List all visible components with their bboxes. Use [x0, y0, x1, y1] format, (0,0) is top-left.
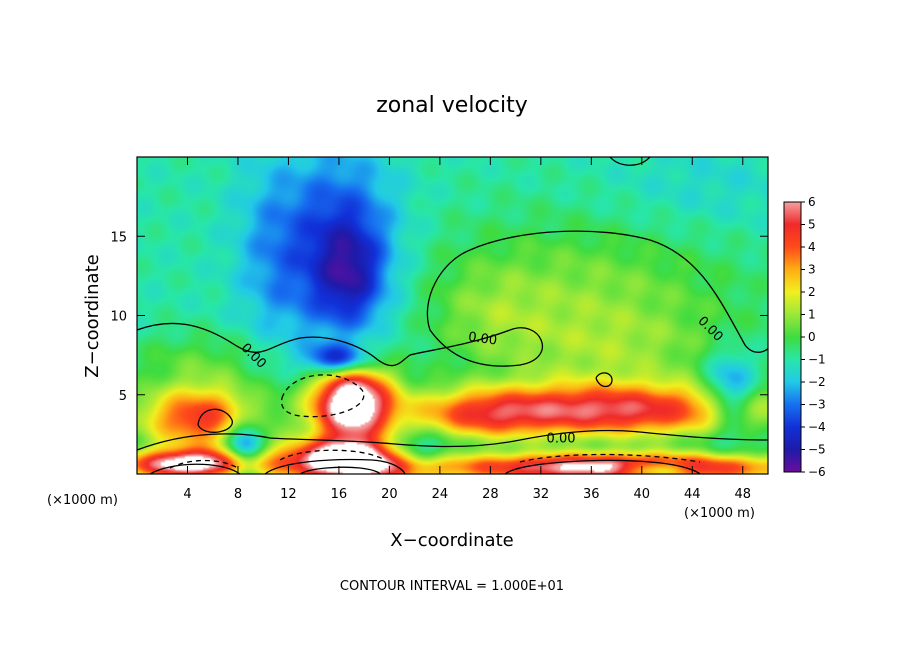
y-axis-label: Z−coordinate [82, 254, 103, 377]
dashed-contour-a [280, 374, 365, 418]
colorbar-tick-label: 3 [808, 263, 816, 277]
contour-bottom-cell-b [299, 466, 381, 474]
colorbar-tick-label: 5 [808, 218, 816, 232]
x-tick-label: 20 [381, 487, 398, 502]
zero-contour-lower [137, 429, 768, 451]
x-unit-right: (×1000 m) [684, 506, 755, 521]
contour-bottom-cell-d [149, 463, 241, 474]
x-unit-left: (×1000 m) [47, 493, 118, 508]
contour-bottom-cell-c [504, 459, 701, 474]
x-tick-label: 24 [432, 487, 449, 502]
chart-title: zonal velocity [376, 93, 528, 118]
colorbar-tick-label: 6 [808, 195, 816, 209]
contour-interval-note: CONTOUR INTERVAL = 1.000E+01 [340, 579, 564, 594]
x-tick-label: 16 [331, 487, 348, 502]
dashed-contour-c [519, 453, 701, 463]
contour-lines [137, 157, 768, 474]
x-tick-label: 48 [734, 487, 751, 502]
colorbar-tick-label: −5 [808, 443, 826, 457]
x-tick-label: 44 [684, 487, 701, 502]
x-ticks: 4 8 12 16 20 24 28 32 36 40 44 48 [183, 157, 751, 502]
x-tick-label: 28 [482, 487, 499, 502]
x-tick-label: 32 [533, 487, 550, 502]
colorbar-tick-label: 1 [808, 308, 816, 322]
plot-area: 0.000.00 0.000.00 4 8 12 16 20 24 28 32 36 40 44 48 … [110, 156, 769, 502]
colorbar-tick-label: −1 [808, 353, 826, 367]
colorbar-tick-label: 2 [808, 285, 816, 299]
colorbar-ticks: 6 5 4 3 2 1 0 −1 −2 −3 −4 −5 −6 [801, 195, 826, 479]
x-tick-label: 4 [183, 487, 191, 502]
contour-label: 0.00 [467, 330, 498, 349]
colorbar: 6 5 4 3 2 1 0 −1 −2 −3 −4 −5 −6 [783, 195, 826, 479]
colorbar-tick-label: −6 [808, 465, 826, 479]
x-tick-label: 40 [634, 487, 651, 502]
contour-left-cell [197, 408, 233, 433]
y-tick-label: 10 [110, 310, 127, 325]
y-tick-label: 5 [119, 389, 127, 404]
zero-contour-top [609, 157, 651, 166]
colorbar-tick-label: 4 [808, 240, 816, 254]
dashed-contour-d [169, 459, 239, 469]
x-axis-label: X−coordinate [390, 530, 513, 551]
x-tick-label: 36 [583, 487, 600, 502]
colorbar-body [783, 201, 802, 473]
x-tick-label: 12 [280, 487, 297, 502]
x-tick-label: 8 [234, 487, 242, 502]
y-ticks: 5 10 15 [110, 230, 768, 404]
colorbar-tick-label: −2 [808, 375, 826, 389]
y-tick-label: 15 [110, 230, 127, 245]
velocity-field [137, 157, 768, 474]
contour-bottom-cell-a [264, 458, 406, 474]
contour-right-cell [595, 372, 613, 388]
contour-label: 0.00 [547, 432, 576, 447]
colorbar-tick-label: −3 [808, 398, 826, 412]
zero-contour-upper [137, 230, 768, 367]
colorbar-tick-label: −4 [808, 420, 826, 434]
colorbar-tick-label: 0 [808, 330, 816, 344]
